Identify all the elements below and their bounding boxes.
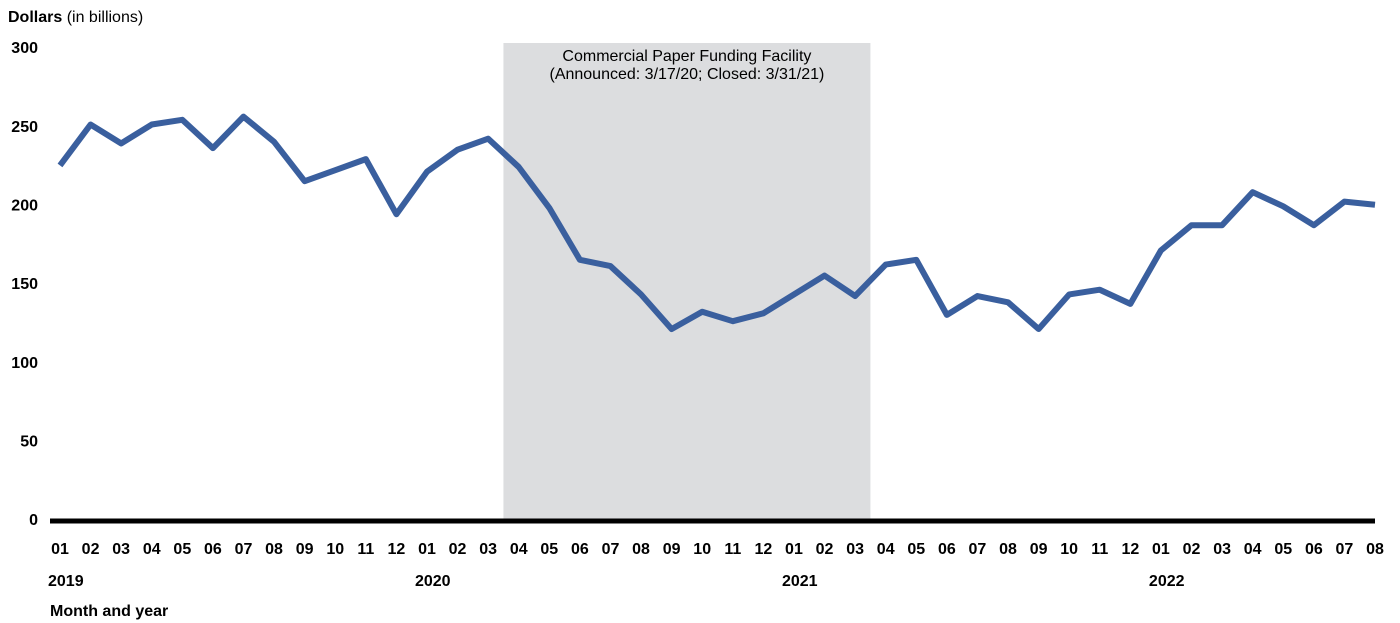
x-tick-label: 09: [1030, 541, 1048, 558]
x-tick-label: 08: [632, 541, 650, 558]
x-tick-label: 01: [418, 541, 436, 558]
year-label: 2019: [48, 573, 84, 590]
year-label: 2022: [1149, 573, 1185, 590]
x-tick-label: 03: [112, 541, 130, 558]
x-tick-label: 10: [693, 541, 711, 558]
x-tick-label: 09: [663, 541, 681, 558]
x-tick-label: 04: [143, 541, 161, 558]
y-tick-label: 50: [20, 434, 38, 451]
x-axis-label: Month and year: [50, 603, 168, 620]
x-tick-label: 05: [173, 541, 191, 558]
x-tick-label: 05: [1274, 541, 1292, 558]
x-tick-label: 06: [571, 541, 589, 558]
x-tick-label: 07: [602, 541, 620, 558]
x-tick-label: 07: [1336, 541, 1354, 558]
x-tick-label: 07: [235, 541, 253, 558]
x-tick-label: 09: [296, 541, 314, 558]
x-tick-label: 08: [1366, 541, 1384, 558]
x-tick-label: 01: [51, 541, 69, 558]
x-tick-label: 06: [938, 541, 956, 558]
x-tick-label: 05: [907, 541, 925, 558]
x-tick-label: 06: [204, 541, 222, 558]
y-tick-label: 100: [11, 355, 38, 372]
x-tick-label: 07: [969, 541, 987, 558]
annotation-text: Commercial Paper Funding Facility: [562, 48, 811, 65]
year-label: 2020: [415, 573, 451, 590]
x-tick-label: 12: [387, 541, 405, 558]
x-tick-label: 03: [846, 541, 864, 558]
y-tick-label: 150: [11, 276, 38, 293]
annotation-text: (Announced: 3/17/20; Closed: 3/31/21): [549, 66, 824, 83]
y-tick-label: 250: [11, 119, 38, 136]
year-label: 2021: [782, 573, 818, 590]
x-tick-label: 03: [1213, 541, 1231, 558]
y-axis-label-unit: (in billions): [67, 9, 143, 26]
x-tick-label: 08: [999, 541, 1017, 558]
x-tick-label: 12: [754, 541, 772, 558]
data-line: [57, 113, 1376, 333]
x-tick-label: 08: [265, 541, 283, 558]
x-tick-label: 02: [1183, 541, 1201, 558]
x-tick-label: 04: [510, 541, 528, 558]
y-axis-label-main: Dollars: [8, 9, 62, 26]
x-tick-label: 12: [1121, 541, 1139, 558]
x-tick-label: 11: [724, 541, 741, 558]
x-tick-label: 02: [449, 541, 467, 558]
x-tick-label: 11: [357, 541, 374, 558]
x-tick-label: 03: [479, 541, 497, 558]
x-tick-label: 10: [1060, 541, 1078, 558]
y-tick-label: 0: [29, 512, 38, 529]
x-tick-label: 01: [1152, 541, 1170, 558]
x-tick-label: 01: [785, 541, 803, 558]
x-tick-label: 02: [816, 541, 834, 558]
x-tick-label: 02: [82, 541, 100, 558]
y-tick-label: 200: [11, 198, 38, 215]
x-tick-label: 04: [1244, 541, 1262, 558]
x-tick-label: 10: [326, 541, 344, 558]
y-tick-label: 300: [11, 40, 38, 57]
x-tick-label: 11: [1091, 541, 1108, 558]
x-tick-label: 06: [1305, 541, 1323, 558]
x-tick-label: 05: [540, 541, 558, 558]
y-axis-label: Dollars (in billions): [8, 9, 143, 26]
x-tick-label: 04: [877, 541, 895, 558]
